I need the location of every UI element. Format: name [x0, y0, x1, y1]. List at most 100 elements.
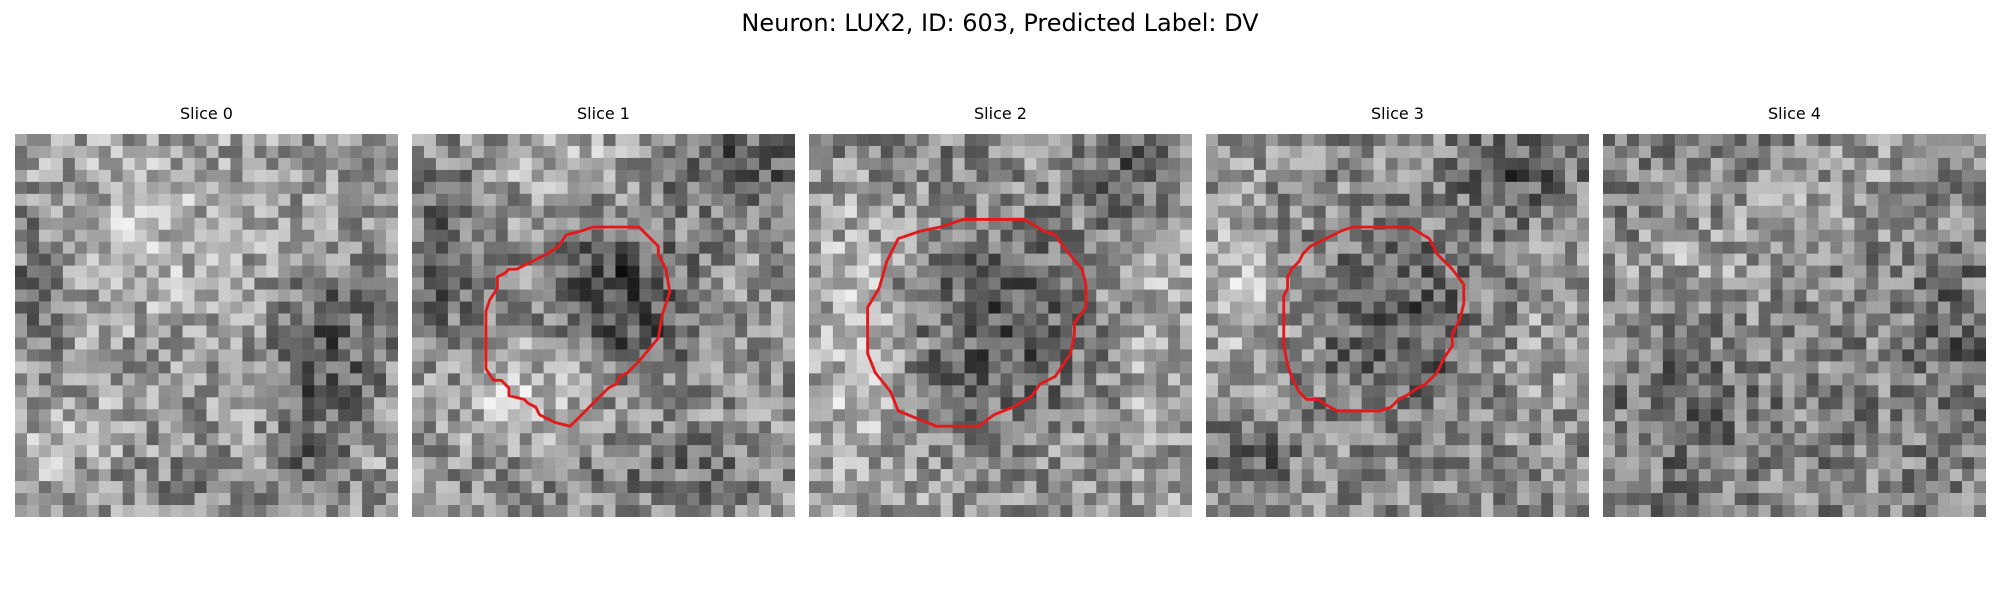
pixel	[1253, 301, 1267, 314]
pixel	[1421, 397, 1434, 410]
pixel	[1337, 145, 1350, 159]
pixel	[1469, 481, 1482, 494]
pixel	[663, 193, 676, 207]
pixel	[1890, 337, 1903, 350]
pixel	[1180, 325, 1192, 338]
pixel	[759, 277, 772, 290]
pixel	[1337, 349, 1350, 362]
pixel	[1529, 181, 1542, 195]
pixel	[362, 181, 375, 195]
pixel	[1469, 289, 1482, 302]
pixel	[1734, 385, 1747, 398]
pixel	[519, 229, 532, 242]
pixel	[1493, 457, 1506, 470]
pixel	[579, 445, 592, 458]
pixel	[1289, 481, 1302, 494]
pixel	[868, 277, 882, 290]
pixel	[350, 409, 363, 422]
pixel	[759, 361, 772, 374]
pixel	[1048, 134, 1061, 147]
pixel	[663, 241, 676, 254]
pixel	[1710, 385, 1723, 398]
pixel	[1962, 157, 1975, 171]
pixel	[218, 433, 231, 446]
pixel	[1206, 505, 1219, 517]
pixel	[483, 193, 497, 207]
pixel	[1241, 445, 1255, 458]
pixel	[1950, 229, 1963, 242]
pixel	[423, 373, 437, 386]
pixel	[1505, 145, 1518, 159]
pixel	[663, 445, 676, 458]
pixel	[964, 361, 977, 374]
pixel	[1361, 241, 1374, 254]
pixel	[809, 289, 822, 302]
pixel	[615, 265, 628, 278]
pixel	[278, 373, 291, 386]
pixel	[603, 409, 616, 422]
pixel	[435, 493, 449, 506]
pixel	[1385, 385, 1398, 398]
pixel	[1289, 241, 1302, 254]
pixel	[783, 241, 795, 254]
pixel	[1421, 145, 1434, 159]
pixel	[1614, 313, 1628, 326]
pixel	[1168, 169, 1181, 183]
pixel	[1493, 505, 1506, 517]
pixel	[1674, 337, 1688, 350]
pixel	[194, 205, 207, 219]
pixel	[555, 373, 568, 386]
pixel	[471, 361, 485, 374]
pixel	[362, 229, 375, 242]
pixel	[1277, 481, 1291, 494]
pixel	[314, 409, 327, 422]
pixel	[543, 493, 556, 506]
pixel	[1758, 181, 1771, 195]
slice-image	[1603, 134, 1986, 517]
pixel	[1373, 181, 1386, 195]
pixel	[1553, 205, 1566, 219]
pixel	[1650, 229, 1664, 242]
pixel	[1565, 253, 1578, 266]
pixel	[1000, 361, 1013, 374]
pixel	[242, 325, 255, 338]
pixel	[74, 421, 88, 434]
pixel	[1385, 433, 1398, 446]
pixel	[747, 181, 760, 195]
pixel	[1144, 277, 1157, 290]
pixel	[868, 301, 882, 314]
pixel	[603, 313, 616, 326]
pixel	[242, 205, 255, 219]
pixel	[1541, 421, 1554, 434]
pixel	[38, 313, 52, 326]
pixel	[374, 217, 387, 230]
pixel	[1914, 301, 1927, 314]
pixel	[62, 421, 76, 434]
pixel	[1553, 361, 1566, 374]
pixel	[412, 205, 425, 219]
pixel	[110, 325, 123, 338]
pixel	[809, 493, 822, 506]
pixel	[447, 337, 461, 350]
pixel	[1012, 505, 1025, 517]
pixel	[1289, 134, 1302, 147]
pixel	[699, 265, 712, 278]
pixel	[579, 301, 592, 314]
pixel	[627, 481, 640, 494]
pixel	[50, 361, 64, 374]
pixel	[266, 134, 279, 147]
pixel	[326, 373, 339, 386]
pixel	[735, 241, 748, 254]
pixel	[1217, 289, 1231, 302]
pixel	[110, 265, 123, 278]
pixel	[747, 433, 760, 446]
pixel	[1433, 205, 1446, 219]
pixel	[747, 277, 760, 290]
pixel	[1445, 134, 1458, 147]
pixel	[988, 445, 1001, 458]
pixel	[880, 301, 894, 314]
pixel	[1614, 457, 1628, 470]
pixel	[50, 325, 64, 338]
pixel	[495, 241, 508, 254]
pixel	[579, 193, 592, 207]
